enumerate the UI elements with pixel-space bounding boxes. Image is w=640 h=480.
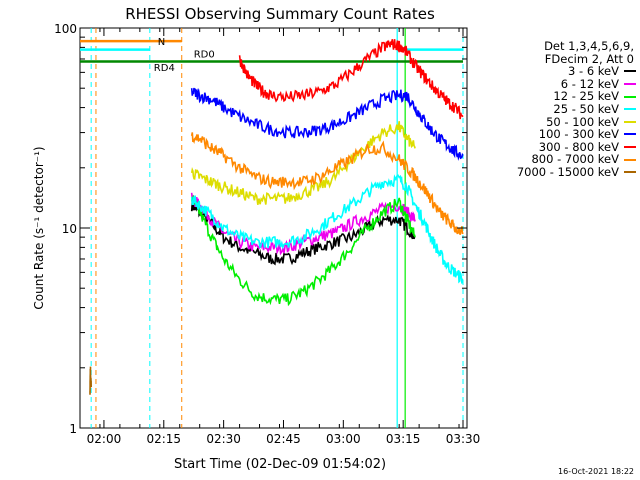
- series-line: [190, 194, 416, 307]
- x-axis-label: Start Time (02-Dec-09 01:54:02): [174, 457, 386, 472]
- series-line: [190, 132, 464, 235]
- series-line: [190, 121, 416, 205]
- legend-header-1: Det 1,3,4,5,6,9,: [544, 39, 634, 53]
- legend-label: 25 - 50 keV: [553, 101, 619, 116]
- legend-label: 12 - 25 keV: [553, 89, 619, 104]
- legend: Det 1,3,4,5,6,9, FDecim 2, Att 0 3 - 6 k…: [480, 40, 636, 179]
- legend-label: 50 - 100 keV: [546, 114, 619, 129]
- timestamp: 16-Oct-2021 18:22: [558, 467, 634, 476]
- legend-label: 800 - 7000 keV: [531, 152, 619, 167]
- series-line: [190, 87, 464, 161]
- legend-entry: 800 - 7000 keV: [480, 153, 636, 166]
- annotation-label: RD0: [194, 50, 215, 61]
- legend-swatch: [624, 158, 636, 161]
- legend-entry: 3 - 6 keV: [480, 65, 636, 78]
- x-axis: 02:00 02:15 02:30 02:45 03:00 03:15 03:30: [79, 28, 481, 446]
- series-line: [89, 366, 92, 395]
- legend-entry: 7000 - 15000 keV: [480, 166, 636, 179]
- chart-title: RHESSI Observing Summary Count Rates: [125, 5, 435, 23]
- x-tick-label: 03:30: [446, 432, 481, 446]
- x-tick-label: 03:15: [386, 432, 421, 446]
- y-tick-label: 10: [62, 222, 77, 236]
- legend-label: 3 - 6 keV: [568, 64, 619, 79]
- legend-swatch: [624, 108, 636, 111]
- x-tick-label: 02:15: [146, 432, 181, 446]
- y-axis: 1 10 100: [54, 22, 467, 436]
- x-tick-label: 02:30: [206, 432, 241, 446]
- legend-swatch: [624, 83, 636, 86]
- legend-entry: 12 - 25 keV: [480, 90, 636, 103]
- x-tick-label: 02:45: [266, 432, 301, 446]
- legend-entry: 100 - 300 keV: [480, 128, 636, 141]
- plot-content: N RD4 RD0: [80, 28, 464, 428]
- legend-swatch: [624, 120, 636, 123]
- series-line: [190, 200, 416, 266]
- legend-label: 6 - 12 keV: [560, 76, 619, 91]
- legend-entry: 300 - 800 keV: [480, 141, 636, 154]
- series-line: [238, 39, 464, 120]
- x-tick-label: 02:00: [87, 432, 122, 446]
- legend-header-2: FDecim 2, Att 0: [544, 51, 634, 66]
- y-axis-label: Count Rate (s⁻¹ detector⁻¹): [32, 146, 46, 309]
- legend-entry: 6 - 12 keV: [480, 78, 636, 91]
- annotation-label: N: [158, 37, 165, 48]
- legend-swatch: [624, 171, 636, 174]
- y-tick-label: 100: [54, 22, 77, 36]
- legend-swatch: [624, 95, 636, 98]
- legend-label: 7000 - 15000 keV: [516, 164, 619, 179]
- legend-entry: 50 - 100 keV: [480, 114, 636, 129]
- annotation-label: RD4: [154, 63, 175, 74]
- legend-label: 100 - 300 keV: [538, 127, 619, 142]
- legend-swatch: [624, 146, 636, 149]
- legend-swatch: [624, 133, 636, 136]
- legend-entry: 25 - 50 keV: [480, 103, 636, 116]
- y-tick-label: 1: [69, 422, 77, 436]
- plot-area: N RD4 RD0: [80, 28, 464, 428]
- legend-swatch: [624, 70, 636, 73]
- series-line: [190, 174, 464, 284]
- x-tick-label: 03:00: [326, 432, 361, 446]
- legend-label: 300 - 800 keV: [538, 139, 619, 154]
